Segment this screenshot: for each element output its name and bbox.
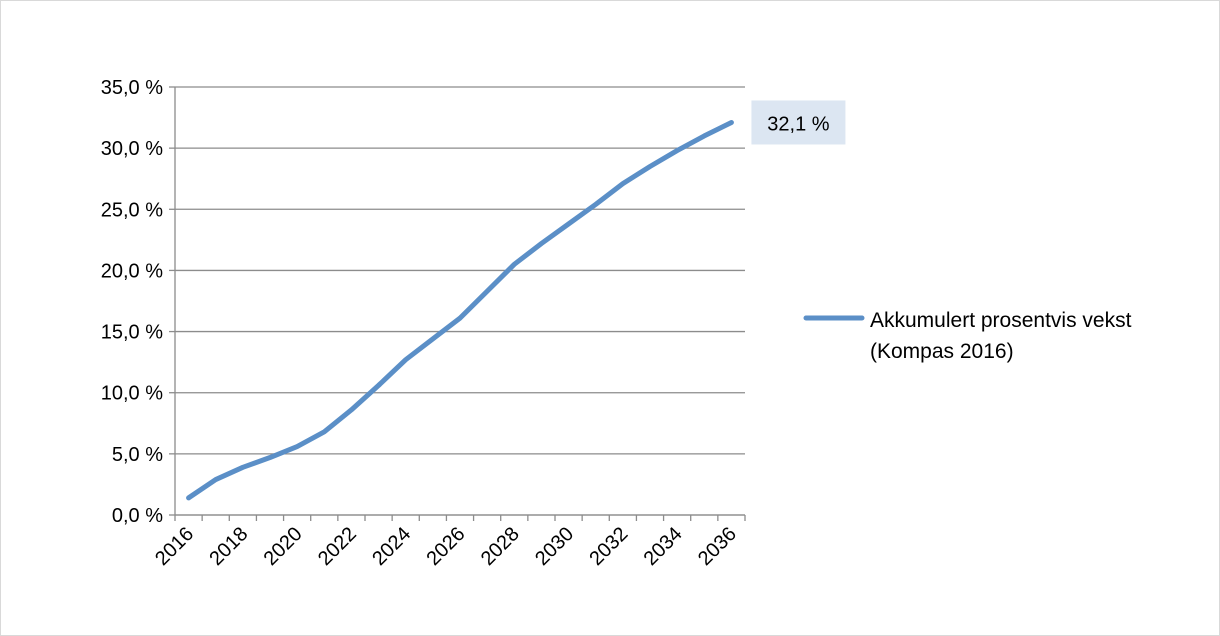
y-tick-label: 20,0 % [101,260,163,282]
y-tick-label: 30,0 % [101,138,163,160]
data-label-bg [751,100,846,145]
legend-label: Akkumulert prosentvis vekst (Kompas 2016… [870,309,1132,363]
y-tick-label: 15,0 % [101,322,163,344]
y-tick-label: 25,0 % [101,199,163,221]
y-tick-label: 0,0 % [112,505,163,527]
data-label: 32,1 % [767,113,829,135]
y-tick-label: 35,0 % [101,77,163,99]
data-line [186,119,734,501]
y-tick-label: 10,0 % [101,383,163,405]
y-tick-label: 5,0 % [112,444,163,466]
